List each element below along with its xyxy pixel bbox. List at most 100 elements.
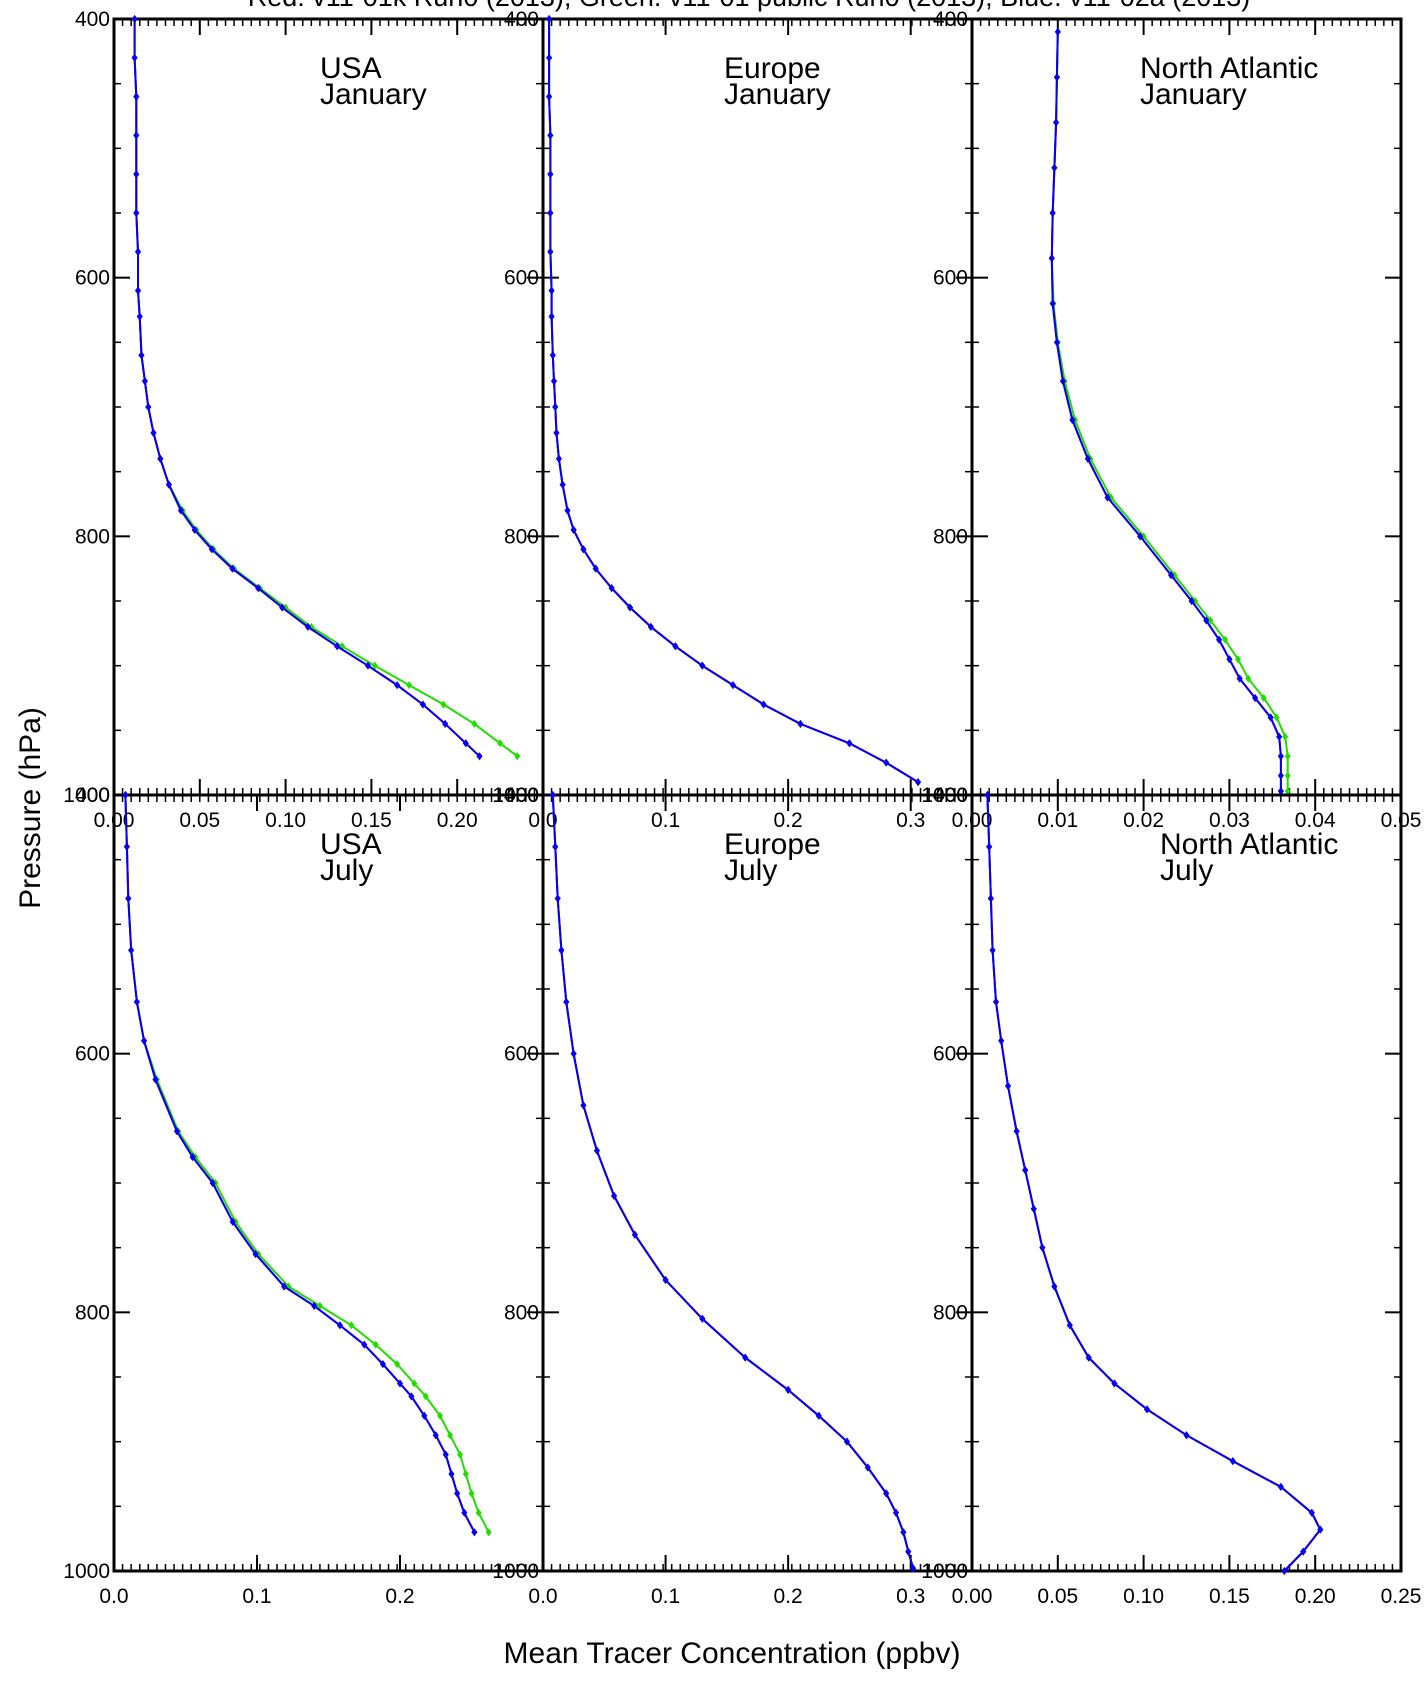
y-tick-label: 400	[933, 8, 968, 31]
y-axis-title: Pressure (hPa)	[14, 707, 47, 909]
data-point-blue	[1049, 299, 1056, 308]
panel-2: 0.00 0.01 0.02 0.03 0.04 0.054006008001000Nor…	[921, 8, 1421, 832]
data-point-blue	[915, 778, 922, 787]
x-tick-label: 0.1	[242, 1585, 271, 1608]
data-point-blue	[843, 1437, 850, 1446]
data-point-blue	[547, 247, 554, 256]
series-line-blue	[986, 794, 1322, 1572]
data-point-blue	[1054, 27, 1061, 36]
data-point-blue	[815, 1411, 822, 1420]
data-point-blue	[549, 351, 556, 360]
data-point-blue	[559, 480, 566, 489]
data-point-blue	[1203, 616, 1210, 625]
series-line-red	[133, 19, 481, 757]
data-point-blue	[558, 946, 565, 955]
y-tick-label: 800	[933, 1301, 968, 1324]
y-tick-label: 1000	[63, 784, 110, 807]
data-point-green	[468, 1489, 475, 1498]
data-point-blue	[123, 842, 130, 851]
data-point-blue	[1226, 655, 1233, 664]
data-point-blue	[1267, 713, 1274, 722]
data-point-green	[1207, 616, 1214, 625]
data-point-blue	[138, 351, 145, 360]
x-tick-label: 0.15	[1209, 1585, 1250, 1608]
figure-title: Red: v11-01k Run0 (2013); Green: v11-01 …	[248, 0, 1251, 12]
data-point-blue	[1051, 1282, 1058, 1291]
data-point-blue	[379, 1360, 386, 1369]
data-point-blue	[1144, 1405, 1151, 1414]
data-point-blue	[570, 525, 577, 534]
data-point-blue	[1051, 163, 1058, 172]
panel-title-region: USA	[320, 52, 382, 85]
data-point-blue	[150, 428, 157, 437]
data-point-blue	[432, 1431, 439, 1440]
data-point-blue	[1252, 694, 1259, 702]
data-point-blue	[580, 545, 587, 554]
x-tick-label: 0.3	[896, 1585, 925, 1608]
data-point-blue	[1030, 1204, 1037, 1213]
data-point-blue	[546, 92, 553, 101]
data-point-blue	[1059, 377, 1066, 386]
data-point-blue	[593, 1146, 600, 1155]
x-tick-label: 0.04	[1295, 809, 1336, 832]
data-point-blue	[133, 209, 140, 217]
panels-group: 0.00 0.05 0.10 0.15 0.204006008001000USAJanu…	[63, 8, 1421, 1608]
data-point-green	[497, 739, 504, 748]
x-tick-label: 0.2	[774, 809, 803, 832]
data-point-blue	[1005, 1082, 1012, 1090]
data-point-green	[372, 1340, 379, 1349]
data-point-blue	[125, 894, 132, 903]
data-point-blue	[408, 1392, 415, 1401]
data-point-blue	[209, 1179, 216, 1187]
data-point-blue	[580, 1101, 587, 1110]
y-tick-label: 800	[504, 525, 539, 548]
panel-frame	[112, 17, 545, 797]
data-point-blue	[141, 377, 148, 386]
data-point-blue	[797, 719, 804, 728]
data-point-blue	[699, 1314, 706, 1323]
data-point-blue	[1277, 752, 1284, 761]
data-point-blue	[631, 1230, 638, 1239]
data-point-blue	[846, 739, 853, 748]
x-tick-label: 0.25	[1381, 1585, 1422, 1608]
data-point-blue	[883, 758, 890, 767]
y-tick-label: 400	[504, 8, 539, 31]
x-tick-label: 0.03	[1209, 809, 1250, 832]
data-point-blue	[252, 1250, 259, 1259]
data-point-blue	[608, 584, 615, 593]
data-point-blue	[454, 1489, 461, 1498]
panel-title-region: Europe	[724, 828, 821, 861]
data-point-blue	[672, 642, 679, 651]
y-tick-label: 1000	[492, 1560, 539, 1583]
panel-frame	[970, 793, 1403, 1573]
panel-title-month: July	[724, 854, 777, 887]
y-tick-label: 600	[933, 1043, 968, 1066]
y-tick-label: 400	[504, 784, 539, 807]
x-tick-label: 0.1	[651, 1585, 680, 1608]
data-point-blue	[304, 622, 311, 631]
data-point-blue	[547, 131, 554, 140]
data-point-blue	[208, 545, 215, 554]
data-point-blue	[1188, 597, 1195, 605]
data-point-blue	[1053, 73, 1060, 82]
data-point-green	[1282, 732, 1289, 741]
data-point-blue	[1104, 493, 1111, 502]
data-point-blue	[548, 286, 555, 295]
panel-title-month: January	[320, 78, 427, 111]
data-point-blue	[157, 454, 164, 463]
panel-title-region: North Atlantic	[1160, 828, 1338, 861]
data-point-blue	[910, 1564, 917, 1573]
data-point-blue	[1277, 787, 1284, 796]
data-point-green	[471, 719, 478, 728]
data-point-blue	[1308, 1508, 1315, 1517]
data-point-green	[1234, 655, 1241, 664]
x-tick-label: 0.0	[99, 1585, 128, 1608]
panel-title-month: July	[320, 854, 373, 887]
panel-frame	[541, 17, 974, 797]
data-point-blue	[145, 403, 152, 411]
data-point-blue	[1049, 209, 1056, 217]
panel-title-month: January	[724, 78, 831, 111]
data-point-green	[514, 752, 521, 761]
panel-frame	[970, 17, 1403, 797]
